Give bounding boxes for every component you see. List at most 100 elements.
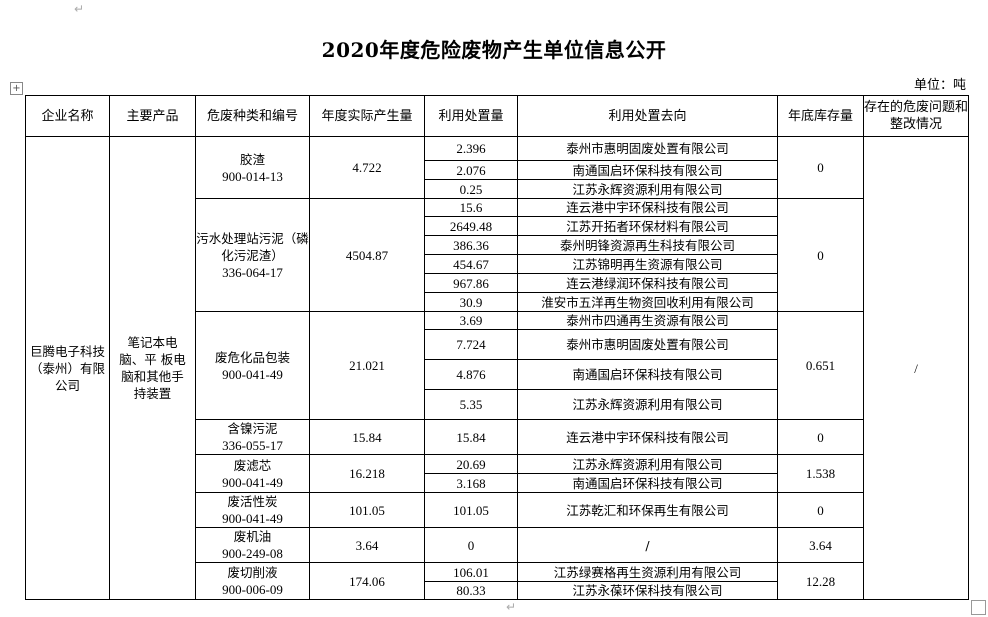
disposal-amount: 3.69 — [459, 313, 483, 328]
generated-amount: 16.218 — [349, 466, 385, 481]
disposal-destination-cell: 江苏永辉资源利用有限公司 — [517, 179, 778, 199]
waste-type-cell: 废危化品包装 900-041-49 — [195, 311, 310, 420]
disposal-destination: 连云港中宇环保科技有限公司 — [566, 429, 729, 445]
year-end-stock: 0 — [817, 160, 824, 175]
year-end-stock: 3.64 — [809, 537, 832, 553]
table-row: 30.9 淮安市五洋再生物资回收利用有限公司 — [26, 292, 969, 312]
disposal-destination: 连云港中宇环保科技有限公司 — [566, 200, 729, 215]
disposal-amount: 454.67 — [453, 256, 489, 272]
table-move-handle-icon[interactable]: + — [10, 82, 23, 95]
table-row: 386.36 泰州明锋资源再生科技有限公司 — [26, 235, 969, 255]
year-end-stock-cell: 0 — [777, 419, 864, 455]
disposal-amount-cell: 386.36 — [424, 235, 518, 255]
waste-name: 废机油 — [233, 529, 272, 544]
disposal-amount-cell: 30.9 — [424, 292, 518, 312]
waste-code: 336-055-17 — [222, 438, 283, 453]
table-row: 4.876 南通国启环保科技有限公司 — [26, 359, 969, 390]
year-end-stock-cell: 0 — [777, 492, 864, 528]
disposal-destination: 南通国启环保科技有限公司 — [572, 475, 723, 491]
disposal-destination: 连云港绿润环保科技有限公司 — [566, 275, 729, 291]
issues-cell: / — [863, 136, 969, 600]
disposal-amount-cell: 2.396 — [424, 136, 518, 161]
table-row: 废机油 900-249-08 3.64 0 / 3.64 — [26, 527, 969, 563]
waste-code: 900-041-49 — [222, 474, 283, 490]
year-end-stock-cell: 1.538 — [777, 454, 864, 493]
disposal-amount-cell: 4.876 — [424, 359, 518, 390]
disposal-destination: 江苏锦明再生资源有限公司 — [572, 256, 723, 272]
disposal-destination: 江苏开拓者环保材料有限公司 — [566, 218, 729, 234]
disposal-amount-cell: 2649.48 — [424, 216, 518, 236]
waste-code: 900-006-09 — [222, 582, 283, 597]
waste-name: 污水处理站污泥（磷化污泥渣） — [196, 230, 309, 263]
disposal-destination-cell: 南通国启环保科技有限公司 — [517, 473, 778, 493]
paragraph-mark: ↵ — [74, 2, 85, 16]
disposal-amount: 15.6 — [459, 200, 483, 215]
disposal-destination-cell: 淮安市五洋再生物资回收利用有限公司 — [517, 292, 778, 312]
disposal-destination-cell: 江苏永葆环保科技有限公司 — [517, 581, 778, 600]
disposal-destination-cell: 泰州市惠明固废处置有限公司 — [517, 329, 778, 360]
disposal-amount-cell: 20.69 — [424, 454, 518, 474]
waste-code: 900-041-49 — [222, 366, 283, 382]
disposal-amount-cell: 967.86 — [424, 273, 518, 293]
generated-amount-cell: 3.64 — [309, 527, 425, 563]
disposal-amount-cell: 3.168 — [424, 473, 518, 493]
waste-code: 900-249-08 — [222, 546, 283, 561]
year-end-stock: 12.28 — [805, 573, 836, 589]
generated-amount-cell: 15.84 — [309, 419, 425, 455]
generated-amount: 4.722 — [352, 160, 382, 175]
disposal-amount: 80.33 — [456, 583, 486, 598]
waste-type-cell: 污水处理站污泥（磷化污泥渣） 336-064-17 — [195, 198, 310, 312]
table-resize-handle[interactable] — [971, 600, 986, 615]
disposal-amount: 2.076 — [456, 162, 486, 178]
unit-label: 单位：吨 — [913, 78, 966, 93]
generated-amount-cell: 101.05 — [309, 492, 425, 528]
disposal-destination: / — [645, 537, 650, 553]
disposal-destination: 泰州明锋资源再生科技有限公司 — [559, 237, 735, 253]
table-row: 7.724 泰州市惠明固废处置有限公司 — [26, 329, 969, 360]
disposal-amount: 101.05 — [453, 502, 489, 518]
disposal-destination: 泰州市惠明固废处置有限公司 — [566, 337, 729, 352]
waste-code: 900-041-49 — [222, 511, 283, 526]
table-row: 巨腾电子科技（泰州）有限公司 笔记本电脑、平 板电脑和其他手持装置 胶渣 900-01… — [25, 136, 969, 600]
issues-value: / — [914, 360, 918, 376]
company-name-cell: 巨腾电子科技（泰州）有限公司 — [25, 136, 110, 600]
disposal-amount-cell: 0 — [424, 527, 518, 563]
table-row: 含镍污泥 336-055-17 15.84 15.84 连云港中宇环保科技有限公司 0 — [26, 419, 969, 455]
table-row: 2649.48 江苏开拓者环保材料有限公司 — [26, 216, 969, 236]
waste-type-cell: 废滤芯 900-041-49 — [195, 454, 310, 493]
year-end-stock-cell: 3.64 — [777, 527, 864, 563]
waste-name: 含镍污泥 — [227, 421, 278, 436]
waste-code: 336-064-17 — [222, 264, 283, 280]
disposal-destination-cell: 江苏永辉资源利用有限公司 — [517, 454, 778, 474]
disposal-amount: 4.876 — [456, 367, 486, 382]
disposal-destination-cell: 泰州明锋资源再生科技有限公司 — [517, 235, 778, 255]
table-row: 废切削液 900-006-09 174.06 106.01 江苏绿赛格再生资源利用有限公… — [26, 562, 969, 600]
disposal-destination-cell: 泰州市四通再生资源有限公司 — [517, 311, 778, 330]
disposal-destination: 江苏永葆环保科技有限公司 — [572, 583, 723, 598]
disposal-destination-cell: 江苏绿赛格再生资源利用有限公司 — [517, 562, 778, 582]
generated-amount: 21.021 — [349, 358, 385, 373]
year-end-stock: 0.651 — [805, 358, 836, 373]
disposal-destination-cell: 连云港中宇环保科技有限公司 — [517, 419, 778, 455]
generated-amount-cell: 174.06 — [309, 562, 425, 600]
disposal-destination-cell: 江苏永辉资源利用有限公司 — [517, 389, 778, 420]
disposal-amount-cell: 15.84 — [424, 419, 518, 455]
main-product: 笔记本电脑、平 板电脑和其他手持装置 — [119, 335, 186, 401]
disposal-destination-cell: 南通国启环保科技有限公司 — [517, 160, 778, 180]
disposal-amount: 7.724 — [456, 337, 486, 352]
disposal-destination: 泰州市四通再生资源有限公司 — [566, 313, 729, 328]
header-issues: 存在的危废问题和整改情况 — [863, 95, 969, 137]
disposal-destination-cell: 江苏乾汇和环保再生有限公司 — [517, 492, 778, 528]
generated-amount-cell: 4504.87 — [309, 198, 425, 312]
header-company: 企业名称 — [25, 95, 110, 137]
header-disposal-destination: 利用处置去向 — [517, 95, 778, 137]
header-year-end-stock: 年底库存量 — [777, 95, 864, 137]
company-name: 巨腾电子科技（泰州）有限公司 — [30, 343, 106, 393]
generated-amount: 101.05 — [349, 502, 385, 518]
disposal-destination: 江苏永辉资源利用有限公司 — [572, 181, 723, 197]
disposal-amount-cell: 454.67 — [424, 254, 518, 274]
disposal-destination: 泰州市惠明固废处置有限公司 — [566, 141, 729, 156]
disposal-amount: 2649.48 — [449, 218, 493, 234]
disposal-destination-cell: 连云港中宇环保科技有限公司 — [517, 198, 778, 217]
page-title: 2020年度危险废物产生单位信息公开 — [321, 38, 667, 62]
